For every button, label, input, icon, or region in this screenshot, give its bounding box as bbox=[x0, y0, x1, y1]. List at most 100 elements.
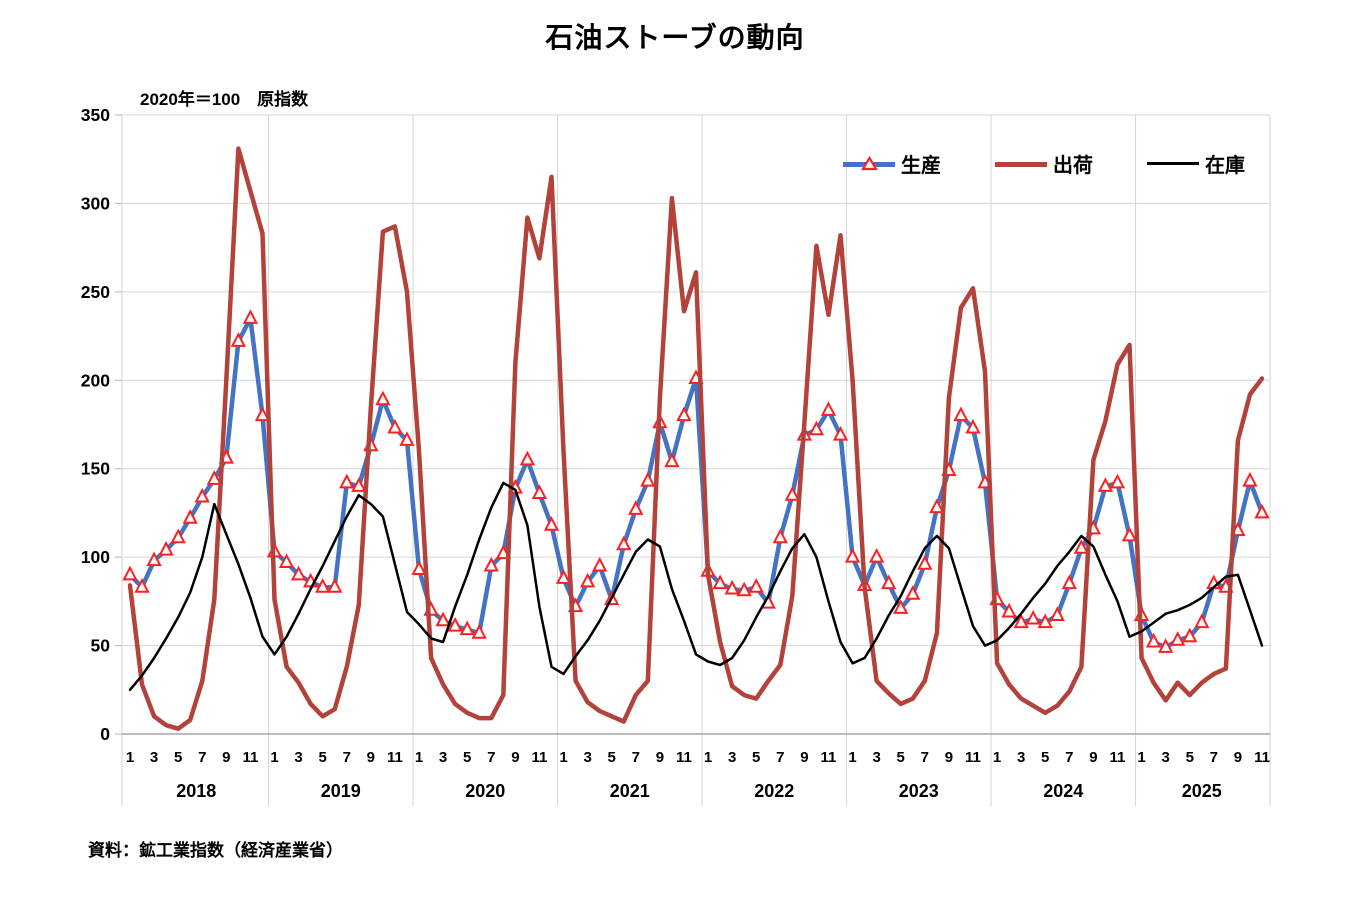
production-marker bbox=[206, 470, 222, 485]
production-marker bbox=[616, 535, 632, 551]
year-label: 2022 bbox=[754, 781, 794, 801]
x-tick-label: 3 bbox=[728, 749, 736, 766]
x-tick-label: 7 bbox=[776, 749, 784, 766]
index-note: 2020年＝100 原指数 bbox=[140, 90, 309, 109]
legend-label-shipments: 出荷 bbox=[1053, 155, 1093, 177]
year-label: 2025 bbox=[1182, 781, 1222, 801]
y-tick-label: 0 bbox=[100, 724, 110, 744]
x-tick-label: 9 bbox=[1234, 749, 1242, 766]
production-marker-icon bbox=[861, 155, 878, 170]
production-marker bbox=[242, 309, 259, 324]
x-tick-label: 11 bbox=[821, 749, 837, 766]
source-note: 資料：鉱工業指数（経済産業省） bbox=[88, 841, 343, 860]
x-tick-label: 1 bbox=[559, 749, 567, 766]
y-tick-label: 100 bbox=[81, 547, 110, 567]
shipments-line-sample bbox=[995, 155, 1047, 173]
production-marker bbox=[471, 624, 487, 639]
y-tick-label: 150 bbox=[81, 459, 110, 479]
production-marker bbox=[1025, 609, 1041, 625]
x-tick-label: 11 bbox=[1254, 749, 1270, 766]
x-tick-label: 5 bbox=[608, 749, 616, 766]
legend-item-production: 生産 bbox=[843, 149, 941, 178]
x-tick-label: 9 bbox=[511, 749, 519, 766]
production-marker bbox=[254, 406, 271, 422]
x-tick-label: 3 bbox=[583, 749, 591, 766]
production-marker bbox=[158, 540, 174, 556]
production-marker bbox=[411, 560, 427, 576]
production-marker bbox=[953, 406, 969, 422]
x-tick-label: 1 bbox=[126, 749, 134, 766]
production-marker bbox=[327, 578, 343, 593]
x-tick-label: 7 bbox=[1065, 749, 1073, 766]
x-tick-label: 3 bbox=[872, 749, 880, 766]
production-marker bbox=[447, 616, 463, 632]
chart-legend: 生産 出荷 在庫 bbox=[843, 149, 1299, 178]
production-marker bbox=[748, 578, 764, 593]
year-label: 2021 bbox=[610, 781, 650, 801]
x-tick-label: 5 bbox=[1041, 749, 1049, 766]
production-marker bbox=[640, 471, 656, 487]
production-marker bbox=[905, 585, 921, 600]
year-label: 2019 bbox=[321, 781, 361, 801]
x-tick-label: 3 bbox=[294, 749, 302, 766]
production-marker bbox=[315, 578, 331, 593]
x-tick-label: 9 bbox=[656, 749, 664, 766]
production-marker bbox=[712, 574, 728, 590]
production-marker bbox=[519, 450, 536, 466]
x-tick-label: 3 bbox=[1161, 749, 1169, 766]
production-marker bbox=[459, 620, 475, 636]
x-tick-label: 5 bbox=[319, 749, 327, 766]
production-marker bbox=[134, 578, 150, 593]
legend-item-inventory: 在庫 bbox=[1147, 149, 1245, 178]
x-tick-label: 9 bbox=[945, 749, 953, 766]
x-tick-label: 1 bbox=[704, 749, 712, 766]
x-tick-label: 1 bbox=[270, 749, 278, 766]
x-tick-label: 9 bbox=[1089, 749, 1097, 766]
x-tick-label: 9 bbox=[367, 749, 375, 766]
x-tick-label: 7 bbox=[632, 749, 640, 766]
production-marker bbox=[965, 418, 981, 434]
production-marker bbox=[592, 556, 608, 572]
x-tick-label: 5 bbox=[1186, 749, 1194, 766]
production-marker bbox=[531, 484, 548, 499]
inventory-line-sample bbox=[1147, 155, 1199, 173]
x-tick-label: 1 bbox=[848, 749, 856, 766]
production-marker bbox=[917, 555, 933, 570]
x-tick-label: 11 bbox=[965, 749, 981, 766]
production-marker bbox=[881, 574, 897, 590]
production-marker bbox=[1121, 526, 1138, 542]
x-tick-label: 1 bbox=[993, 749, 1001, 766]
production-marker bbox=[230, 332, 247, 347]
legend-label-production: 生産 bbox=[901, 155, 941, 177]
x-tick-label: 11 bbox=[676, 749, 692, 766]
production-marker bbox=[929, 498, 945, 514]
production-marker bbox=[868, 547, 885, 563]
x-tick-label: 7 bbox=[921, 749, 929, 766]
production-marker bbox=[182, 509, 198, 524]
production-marker bbox=[664, 452, 680, 468]
chart-title: 石油ストーブの動向 bbox=[545, 22, 805, 53]
production-marker bbox=[1182, 627, 1198, 643]
x-tick-label: 3 bbox=[150, 749, 158, 766]
year-label: 2024 bbox=[1043, 781, 1083, 801]
production-marker bbox=[387, 418, 403, 434]
production-marker bbox=[1013, 613, 1029, 629]
production-marker bbox=[146, 551, 162, 567]
production-marker bbox=[893, 599, 909, 614]
x-tick-label: 5 bbox=[463, 749, 471, 766]
x-tick-label: 11 bbox=[387, 749, 403, 766]
production-marker bbox=[1170, 631, 1186, 646]
x-tick-label: 9 bbox=[222, 749, 230, 766]
production-marker bbox=[375, 390, 391, 406]
production-marker bbox=[579, 572, 596, 588]
y-tick-label: 200 bbox=[81, 370, 110, 390]
legend-item-shipments: 出荷 bbox=[995, 149, 1093, 178]
production-marker bbox=[808, 420, 825, 436]
production-marker bbox=[122, 565, 138, 581]
x-tick-label: 9 bbox=[800, 749, 808, 766]
production-marker bbox=[1097, 477, 1114, 492]
production-marker bbox=[772, 528, 788, 544]
x-tick-label: 11 bbox=[1110, 749, 1126, 766]
x-tick-label: 7 bbox=[198, 749, 206, 766]
